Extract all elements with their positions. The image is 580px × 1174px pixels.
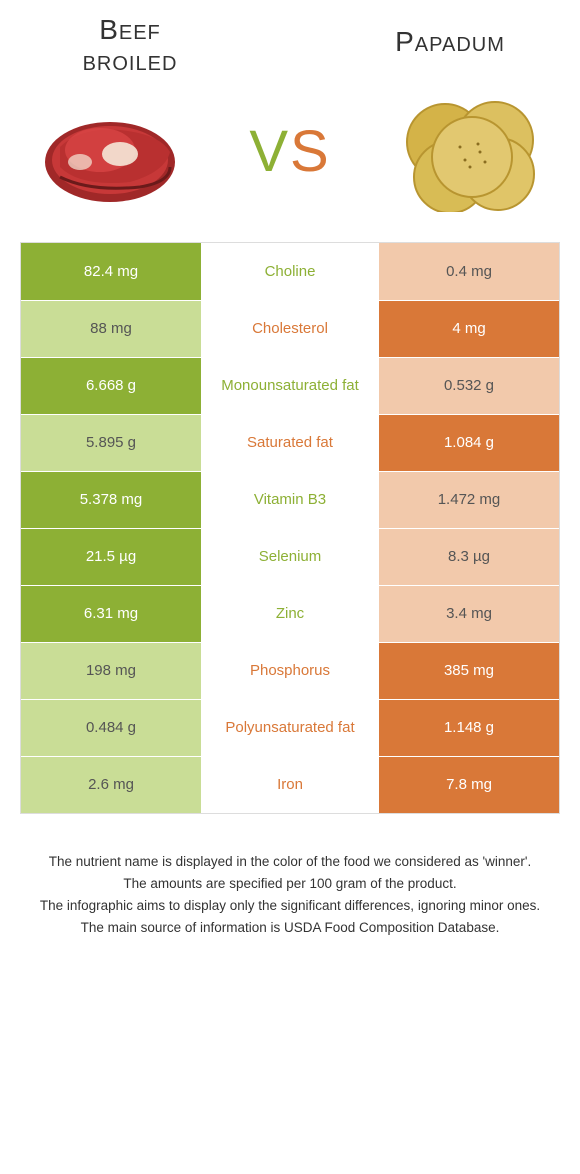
nutrient-name: Monounsaturated fat <box>201 358 379 414</box>
left-value: 198 mg <box>21 643 201 699</box>
left-value: 2.6 mg <box>21 757 201 813</box>
right-value: 0.532 g <box>379 358 559 414</box>
nutrient-name: Zinc <box>201 586 379 642</box>
nutrient-table: 82.4 mgCholine0.4 mg88 mgCholesterol4 mg… <box>20 242 560 814</box>
table-row: 21.5 µgSelenium8.3 µg <box>21 528 559 585</box>
table-row: 6.31 mgZinc3.4 mg <box>21 585 559 642</box>
right-value: 7.8 mg <box>379 757 559 813</box>
table-row: 5.895 gSaturated fat1.084 g <box>21 414 559 471</box>
vs-s: S <box>290 119 331 184</box>
table-row: 6.668 gMonounsaturated fat0.532 g <box>21 357 559 414</box>
right-value: 8.3 µg <box>379 529 559 585</box>
table-row: 2.6 mgIron7.8 mg <box>21 756 559 813</box>
vs-v: V <box>249 119 290 184</box>
footer-line2: The amounts are specified per 100 gram o… <box>35 874 545 894</box>
footer-line4: The main source of information is USDA F… <box>35 918 545 938</box>
right-value: 4 mg <box>379 301 559 357</box>
table-row: 0.484 gPolyunsaturated fat1.148 g <box>21 699 559 756</box>
nutrient-name: Saturated fat <box>201 415 379 471</box>
nutrient-name: Vitamin B3 <box>201 472 379 528</box>
nutrient-name: Choline <box>201 243 379 300</box>
header: Beef broiled Papadum <box>0 0 580 77</box>
table-row: 198 mgPhosphorus385 mg <box>21 642 559 699</box>
left-value: 5.895 g <box>21 415 201 471</box>
right-value: 3.4 mg <box>379 586 559 642</box>
right-food-image <box>390 87 550 217</box>
left-value: 88 mg <box>21 301 201 357</box>
right-value: 385 mg <box>379 643 559 699</box>
footer-notes: The nutrient name is displayed in the co… <box>35 852 545 939</box>
nutrient-name: Phosphorus <box>201 643 379 699</box>
left-value: 6.31 mg <box>21 586 201 642</box>
left-title-line2: broiled <box>83 45 178 76</box>
footer-line3: The infographic aims to display only the… <box>35 896 545 916</box>
right-value: 0.4 mg <box>379 243 559 300</box>
images-row: VS <box>0 77 580 242</box>
footer-line1: The nutrient name is displayed in the co… <box>35 852 545 872</box>
left-value: 21.5 µg <box>21 529 201 585</box>
table-row: 88 mgCholesterol4 mg <box>21 300 559 357</box>
right-value: 1.084 g <box>379 415 559 471</box>
left-food-title: Beef broiled <box>30 15 230 77</box>
table-row: 82.4 mgCholine0.4 mg <box>21 243 559 300</box>
left-value: 5.378 mg <box>21 472 201 528</box>
table-row: 5.378 mgVitamin B31.472 mg <box>21 471 559 528</box>
right-value: 1.472 mg <box>379 472 559 528</box>
nutrient-name: Cholesterol <box>201 301 379 357</box>
right-food-title: Papadum <box>350 27 550 58</box>
left-food-image <box>30 87 190 217</box>
nutrient-name: Selenium <box>201 529 379 585</box>
nutrient-name: Iron <box>201 757 379 813</box>
right-value: 1.148 g <box>379 700 559 756</box>
left-title-line1: Beef <box>99 14 161 45</box>
vs-label: VS <box>249 118 330 185</box>
left-value: 0.484 g <box>21 700 201 756</box>
left-value: 6.668 g <box>21 358 201 414</box>
nutrient-name: Polyunsaturated fat <box>201 700 379 756</box>
left-value: 82.4 mg <box>21 243 201 300</box>
